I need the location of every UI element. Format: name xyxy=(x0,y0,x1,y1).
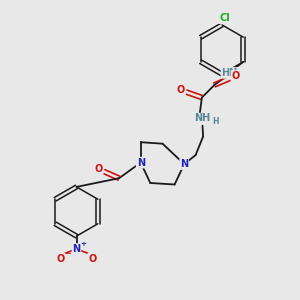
Text: O: O xyxy=(177,85,185,95)
Text: HN: HN xyxy=(221,68,238,78)
Text: O: O xyxy=(56,254,65,264)
Text: NH: NH xyxy=(194,113,210,124)
Text: O: O xyxy=(94,164,103,174)
Text: N: N xyxy=(72,244,81,254)
Text: −: − xyxy=(64,249,71,258)
Text: H: H xyxy=(212,117,218,126)
Text: O: O xyxy=(231,71,240,81)
Text: N: N xyxy=(180,159,188,169)
Text: +: + xyxy=(80,241,86,247)
Text: Cl: Cl xyxy=(219,13,230,23)
Text: N: N xyxy=(136,158,145,168)
Text: O: O xyxy=(88,254,97,264)
